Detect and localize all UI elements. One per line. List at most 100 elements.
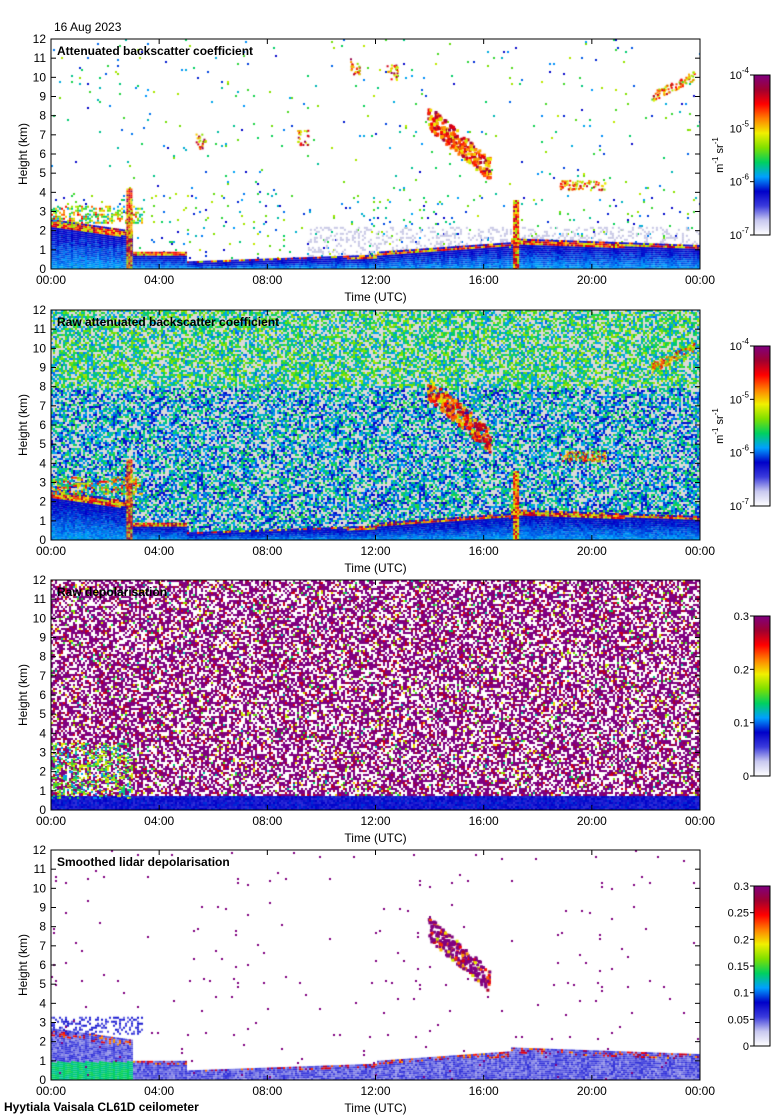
x-tick-label: 20:00 bbox=[577, 273, 607, 287]
colorbar-tick-label: 10-6 bbox=[730, 444, 750, 460]
colorbar-tick-label: 0.3 bbox=[734, 611, 749, 623]
colorbar-tick-label: 0.2 bbox=[734, 664, 749, 676]
y-axis-label: Height (km) bbox=[16, 123, 30, 185]
x-tick-label: 08:00 bbox=[252, 544, 282, 558]
colorbar-tick-label: 0.3 bbox=[734, 881, 749, 893]
y-tick-label: 11 bbox=[34, 51, 47, 65]
x-tick-label: 08:00 bbox=[252, 273, 282, 287]
x-tick-label: 04:00 bbox=[144, 1084, 174, 1098]
x-tick-label: 00:00 bbox=[36, 544, 66, 558]
x-tick-label: 16:00 bbox=[469, 814, 499, 828]
panel-4: Smoothed lidar depolarisation01234567891… bbox=[16, 843, 771, 1115]
y-axis-label: Height (km) bbox=[16, 664, 30, 726]
x-tick-label: 00:00 bbox=[36, 1084, 66, 1098]
y-tick-label: 5 bbox=[39, 707, 46, 721]
x-tick-label: 20:00 bbox=[577, 1084, 607, 1098]
y-tick-label: 3 bbox=[39, 476, 46, 490]
colorbar-tick-label: 10-4 bbox=[730, 66, 750, 82]
heatmap-image bbox=[51, 310, 700, 540]
y-tick-label: 7 bbox=[39, 669, 46, 683]
y-axis-label: Height (km) bbox=[16, 934, 30, 996]
x-tick-label: 12:00 bbox=[360, 814, 390, 828]
x-tick-label: 12:00 bbox=[360, 544, 390, 558]
y-tick-label: 8 bbox=[39, 650, 46, 664]
heatmap-image bbox=[51, 39, 700, 269]
y-tick-label: 4 bbox=[39, 726, 46, 740]
y-tick-label: 6 bbox=[39, 418, 46, 432]
y-tick-label: 0 bbox=[39, 533, 46, 547]
panel-title: Raw depolarisation bbox=[57, 585, 167, 599]
y-tick-label: 2 bbox=[39, 765, 46, 779]
y-tick-label: 7 bbox=[39, 128, 46, 142]
y-tick-label: 2 bbox=[39, 495, 46, 509]
y-tick-label: 12 bbox=[33, 32, 47, 46]
y-tick-label: 7 bbox=[39, 939, 46, 953]
colorbar bbox=[753, 74, 771, 236]
x-tick-label: 20:00 bbox=[577, 544, 607, 558]
y-tick-label: 3 bbox=[39, 205, 46, 219]
colorbar-tick-label: 10-7 bbox=[730, 497, 750, 513]
y-tick-label: 4 bbox=[39, 456, 46, 470]
y-tick-label: 2 bbox=[39, 224, 46, 238]
colorbar-tick-label: 0.15 bbox=[728, 961, 749, 973]
y-tick-label: 10 bbox=[33, 611, 47, 625]
colorbar bbox=[753, 615, 771, 777]
y-tick-label: 6 bbox=[39, 688, 46, 702]
y-tick-label: 12 bbox=[33, 573, 47, 587]
y-tick-label: 8 bbox=[39, 380, 46, 394]
colorbar-tick-label: 0.1 bbox=[734, 988, 749, 1000]
x-tick-label: 16:00 bbox=[469, 273, 499, 287]
colorbar-tick-label: 0 bbox=[743, 1041, 749, 1053]
y-tick-label: 3 bbox=[39, 746, 46, 760]
y-tick-label: 10 bbox=[33, 341, 47, 355]
y-tick-label: 11 bbox=[34, 322, 47, 336]
heatmap-image bbox=[51, 850, 700, 1080]
y-tick-label: 7 bbox=[39, 399, 46, 413]
panel-title: Raw attenuated backscatter coefficient bbox=[57, 315, 279, 329]
x-axis-label: Time (UTC) bbox=[344, 561, 406, 575]
y-tick-label: 12 bbox=[33, 303, 47, 317]
y-tick-label: 6 bbox=[39, 958, 46, 972]
x-tick-label: 20:00 bbox=[577, 814, 607, 828]
x-tick-label: 00:00 bbox=[685, 544, 715, 558]
y-tick-label: 4 bbox=[39, 185, 46, 199]
y-tick-label: 10 bbox=[33, 70, 47, 84]
y-tick-label: 5 bbox=[39, 977, 46, 991]
y-tick-label: 1 bbox=[39, 1054, 46, 1068]
x-axis-label: Time (UTC) bbox=[344, 831, 406, 845]
panel-title: Smoothed lidar depolarisation bbox=[57, 855, 230, 869]
y-tick-label: 10 bbox=[33, 881, 47, 895]
y-tick-label: 1 bbox=[39, 514, 46, 528]
y-tick-label: 1 bbox=[39, 243, 46, 257]
colorbar-tick-label: 0.2 bbox=[734, 934, 749, 946]
y-tick-label: 8 bbox=[39, 109, 46, 123]
panel-title: Attenuated backscatter coefficient bbox=[57, 44, 253, 58]
colorbar-unit-label: m-1 sr-1 bbox=[711, 137, 726, 173]
x-tick-label: 00:00 bbox=[36, 273, 66, 287]
y-tick-label: 2 bbox=[39, 1035, 46, 1049]
colorbar-tick-label: 0.25 bbox=[728, 908, 749, 920]
y-tick-label: 0 bbox=[39, 262, 46, 276]
y-tick-label: 12 bbox=[33, 843, 47, 857]
y-tick-label: 1 bbox=[39, 784, 46, 798]
x-tick-label: 08:00 bbox=[252, 1084, 282, 1098]
colorbar-tick-label: 10-6 bbox=[730, 173, 750, 189]
x-tick-label: 16:00 bbox=[469, 544, 499, 558]
y-tick-label: 5 bbox=[39, 166, 46, 180]
colorbar-tick-label: 10-7 bbox=[730, 226, 750, 242]
colorbar-tick-label: 10-5 bbox=[730, 119, 750, 135]
instrument-footer: Hyytiala Vaisala CL61D ceilometer bbox=[4, 1100, 199, 1114]
colorbar-tick-label: 10-5 bbox=[730, 390, 750, 406]
x-axis-label: Time (UTC) bbox=[344, 290, 406, 304]
y-tick-label: 9 bbox=[39, 90, 46, 104]
colorbar-unit-label: m-1 sr-1 bbox=[711, 408, 726, 444]
x-tick-label: 00:00 bbox=[685, 273, 715, 287]
y-tick-label: 9 bbox=[39, 631, 46, 645]
y-tick-label: 0 bbox=[39, 1073, 46, 1087]
x-tick-label: 00:00 bbox=[36, 814, 66, 828]
heatmap-image bbox=[51, 580, 700, 810]
panel-1: Attenuated backscatter coefficient012345… bbox=[16, 32, 771, 304]
y-tick-label: 9 bbox=[39, 901, 46, 915]
